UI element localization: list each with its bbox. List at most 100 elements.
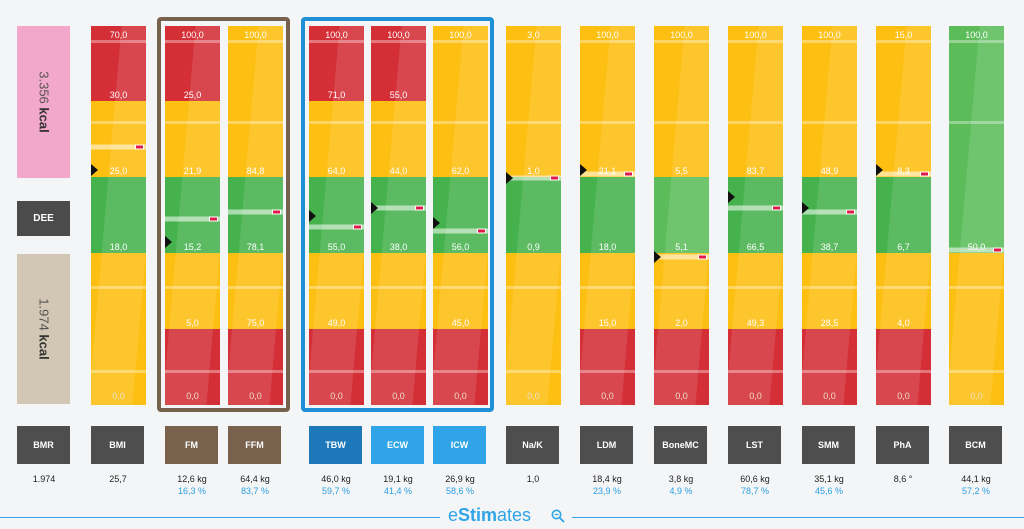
bar-zone xyxy=(580,101,635,177)
value-marker[interactable] xyxy=(415,205,424,211)
metric-button-pha[interactable]: PhA xyxy=(876,426,929,464)
bar-stripe xyxy=(580,40,635,43)
bar-stripe xyxy=(371,370,426,373)
bar-max-label: 100,0 xyxy=(181,30,204,40)
value-marker[interactable] xyxy=(209,216,218,222)
metric-percent-icw: 58,6 % xyxy=(445,486,475,496)
metric-button-bonemc[interactable]: BoneMC xyxy=(654,426,707,464)
footer-divider-left xyxy=(0,517,440,518)
reference-pointer-icon xyxy=(802,201,809,214)
bar-max-label: 100,0 xyxy=(244,30,267,40)
bar-zone xyxy=(91,26,146,101)
bar-threshold-label: 78,1 xyxy=(246,242,265,252)
bar-value-line xyxy=(371,205,426,211)
bar-nak: 3,0 0,0 1,0 0,9 xyxy=(506,26,561,405)
bar-value-line xyxy=(309,224,364,230)
bar-zone xyxy=(580,177,635,253)
metric-button-icw[interactable]: ICW xyxy=(433,426,486,464)
metric-button-tbw[interactable]: TBW xyxy=(309,426,362,464)
reference-pointer-icon xyxy=(654,251,661,264)
metric-button-ldm[interactable]: LDM xyxy=(580,426,633,464)
bar-stripe xyxy=(949,370,1004,373)
bar-zone xyxy=(949,329,1004,405)
metric-button-bmr[interactable]: BMR xyxy=(17,426,70,464)
metric-button-bcm[interactable]: BCM xyxy=(949,426,1002,464)
bar-max-label: 15,0 xyxy=(894,30,913,40)
value-marker[interactable] xyxy=(550,175,559,181)
bar-stripe xyxy=(654,286,709,289)
bar-zone xyxy=(433,253,488,329)
bar-stripe xyxy=(876,286,931,289)
bar-min-label: 0,0 xyxy=(249,391,262,401)
bar-threshold-label: 0,9 xyxy=(527,242,540,252)
bar-zone xyxy=(371,101,426,177)
bar-max-label: 100,0 xyxy=(744,30,767,40)
bar-zone xyxy=(91,329,146,405)
bar-zone xyxy=(802,177,857,253)
value-marker[interactable] xyxy=(624,171,633,177)
bar-stripe xyxy=(433,121,488,124)
bar-min-label: 0,0 xyxy=(749,391,762,401)
bar-threshold-label: 49,3 xyxy=(746,318,765,328)
bar-threshold-label: 84,8 xyxy=(246,166,265,176)
bar-zone xyxy=(228,253,283,329)
bar-zone xyxy=(433,101,488,177)
metric-button-fm[interactable]: FM xyxy=(165,426,218,464)
bar-threshold-label: 25,0 xyxy=(183,90,202,100)
bar-min-label: 0,0 xyxy=(823,391,836,401)
bar-zone xyxy=(371,26,426,101)
bar-value-line xyxy=(91,144,146,150)
bar-threshold-label: 45,0 xyxy=(451,318,470,328)
metric-button-smm[interactable]: SMM xyxy=(802,426,855,464)
bar-smm: 100,0 0,0 48,9 38,7 28,5 xyxy=(802,26,857,405)
value-marker[interactable] xyxy=(698,254,707,260)
bar-threshold-label: 15,0 xyxy=(598,318,617,328)
bar-stripe xyxy=(165,40,220,43)
value-marker[interactable] xyxy=(920,171,929,177)
bar-threshold-label: 30,0 xyxy=(109,90,128,100)
metric-percent-lst: 78,7 % xyxy=(740,486,770,496)
bar-threshold-label: 38,0 xyxy=(389,242,408,252)
bar-max-label: 100,0 xyxy=(670,30,693,40)
reference-pointer-icon xyxy=(165,236,172,249)
metric-value-lst: 60,6 kg xyxy=(740,474,770,484)
value-marker[interactable] xyxy=(477,228,486,234)
bar-stripe xyxy=(580,121,635,124)
metric-button-ecw[interactable]: ECW xyxy=(371,426,424,464)
bar-pha: 15,0 0,0 8,3 6,7 4,0 xyxy=(876,26,931,405)
bar-stripe xyxy=(728,286,783,289)
dee-label: DEE xyxy=(17,201,70,236)
bar-threshold-label: 71,0 xyxy=(327,90,346,100)
bar-zone xyxy=(580,26,635,101)
bar-threshold-label: 5,5 xyxy=(675,166,688,176)
value-marker[interactable] xyxy=(772,205,781,211)
bar-threshold-label: 55,0 xyxy=(389,90,408,100)
bar-zone xyxy=(654,177,709,253)
bar-value-line xyxy=(228,209,283,215)
metric-value-nak: 1,0 xyxy=(526,474,540,484)
metric-button-ffm[interactable]: FFM xyxy=(228,426,281,464)
value-marker[interactable] xyxy=(272,209,281,215)
value-marker[interactable] xyxy=(353,224,362,230)
footer-divider-right xyxy=(572,517,1024,518)
reference-pointer-icon xyxy=(580,164,587,177)
basal-metabolic-unit: kcal xyxy=(36,334,51,360)
bar-stripe xyxy=(802,370,857,373)
value-marker[interactable] xyxy=(993,247,1002,253)
bar-stripe xyxy=(802,286,857,289)
value-marker[interactable] xyxy=(135,144,144,150)
bar-zone xyxy=(309,329,364,405)
energy-expenditure-value: 3.356 xyxy=(36,71,51,104)
reference-pointer-icon xyxy=(728,190,735,203)
bar-zone xyxy=(802,253,857,329)
metric-button-bmi[interactable]: BMI xyxy=(91,426,144,464)
magnifier-icon[interactable] xyxy=(551,509,565,523)
metric-value-ecw: 19,1 kg xyxy=(383,474,413,484)
bar-stripe xyxy=(728,370,783,373)
metric-percent-bonemc: 4,9 % xyxy=(669,486,693,496)
value-marker[interactable] xyxy=(846,209,855,215)
bar-zone xyxy=(91,101,146,177)
metric-button-nak[interactable]: Na/K xyxy=(506,426,559,464)
bar-zone xyxy=(165,329,220,405)
metric-button-lst[interactable]: LST xyxy=(728,426,781,464)
